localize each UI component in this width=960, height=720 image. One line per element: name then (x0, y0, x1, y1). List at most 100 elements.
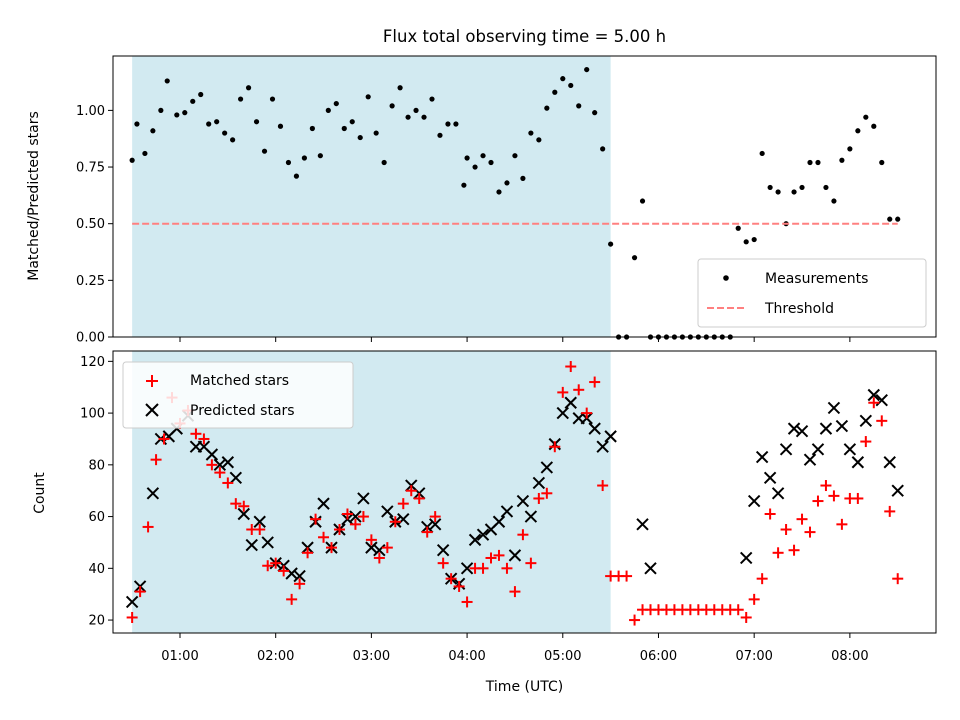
legend-measurements-marker (723, 275, 729, 281)
predicted-point-stroke (779, 443, 793, 456)
predicted-point (237, 507, 250, 521)
predicted-point (787, 422, 801, 435)
predicted-point-stroke (373, 544, 386, 557)
matched-point (230, 498, 242, 510)
matched-point (198, 433, 210, 445)
matched-point (748, 593, 760, 605)
bottom-x-tick-label: 03:00 (353, 649, 390, 664)
matched-point (318, 531, 330, 543)
measurement-point (214, 119, 220, 125)
predicted-point-stroke (229, 471, 243, 484)
predicted-point (285, 567, 298, 580)
predicted-point (357, 492, 370, 505)
legend-matched-label: Matched stars (190, 373, 289, 389)
measurement-point (325, 107, 331, 113)
measurement-point (182, 110, 188, 116)
matched-point (445, 573, 457, 585)
matched-point (461, 596, 473, 608)
matched-point (581, 407, 593, 419)
matched-point (270, 557, 282, 569)
measurement-point (504, 180, 510, 186)
bottom-x-tick-label: 08:00 (831, 649, 868, 664)
matched-point (621, 570, 633, 582)
matched-point (756, 573, 768, 585)
predicted-point (843, 443, 857, 456)
matched-point (429, 511, 441, 523)
legend-measurements-label: Measurements (765, 271, 868, 287)
predicted-point (771, 487, 785, 500)
predicted-point (763, 471, 777, 484)
measurement-point (512, 153, 518, 159)
matched-point (453, 580, 465, 592)
matched-point (485, 552, 497, 564)
measurement-point (464, 155, 470, 161)
measurement-point (437, 132, 443, 138)
predicted-point-stroke (771, 487, 785, 500)
measurement-point (823, 184, 829, 191)
matched-point (126, 611, 138, 623)
matched-point (812, 495, 824, 507)
top-shaded-span (132, 56, 611, 337)
measurement-point (791, 189, 797, 195)
measurement-point (743, 239, 749, 245)
matched-point (860, 436, 872, 448)
measurement-point (592, 110, 598, 116)
predicted-point-stroke (851, 456, 865, 469)
predicted-point-stroke (883, 456, 896, 469)
predicted-point-stroke (644, 562, 657, 575)
predicted-point (867, 388, 881, 402)
top-y-axis-label: Matched/Predicted stars (26, 111, 42, 281)
top-panel: Flux total observing time = 5.00 h Match… (26, 27, 937, 346)
predicted-point-stroke (532, 476, 546, 490)
predicted-point (205, 448, 219, 461)
legend-matched-marker (146, 375, 158, 387)
matched-point (629, 614, 641, 626)
matched-point (780, 524, 792, 536)
predicted-point-stroke (365, 541, 378, 554)
measurement-point (576, 103, 582, 109)
predicted-point-stroke (460, 562, 474, 575)
predicted-point (636, 518, 649, 531)
predicted-point (827, 401, 841, 415)
predicted-point-stroke (875, 393, 888, 407)
predicted-point (317, 497, 330, 510)
predicted-point-stroke (859, 414, 873, 428)
measurement-point (847, 146, 853, 152)
matched-point (294, 578, 306, 590)
measurement-point (461, 182, 467, 188)
predicted-point-stroke (763, 471, 777, 484)
predicted-point (564, 396, 577, 409)
matched-point (533, 492, 545, 504)
matched-point (222, 477, 234, 489)
matched-point (732, 604, 744, 616)
matched-point (597, 480, 609, 492)
predicted-point (779, 443, 793, 456)
matched-point (884, 505, 896, 517)
predicted-point-stroke (787, 422, 801, 435)
predicted-point (381, 505, 394, 518)
predicted-point-stroke (819, 422, 833, 435)
measurement-point (309, 125, 315, 132)
predicted-point-stroke (245, 538, 258, 552)
predicted-point-stroke (811, 443, 825, 456)
measurement-point (863, 114, 869, 120)
predicted-point (213, 458, 227, 472)
predicted-point (859, 414, 873, 428)
predicted-point-stroke (285, 567, 298, 580)
measurement-point (453, 121, 459, 127)
top-legend-box (697, 258, 927, 328)
predicted-point-stroke (146, 487, 160, 500)
matched-point (254, 524, 266, 536)
measurement-point (413, 107, 419, 113)
measurement-point (568, 82, 574, 89)
bottom-x-tick-label: 07:00 (735, 649, 772, 664)
predicted-point (516, 494, 530, 508)
top-x-ticks (179, 337, 851, 342)
predicted-point (460, 562, 474, 575)
measurement-point (631, 255, 638, 261)
predicted-point-stroke (891, 484, 904, 497)
measurement-point (488, 159, 494, 166)
predicted-point-stroke (397, 512, 410, 526)
bottom-x-tick-label: 04:00 (448, 649, 485, 664)
top-axes-frame (112, 55, 937, 338)
